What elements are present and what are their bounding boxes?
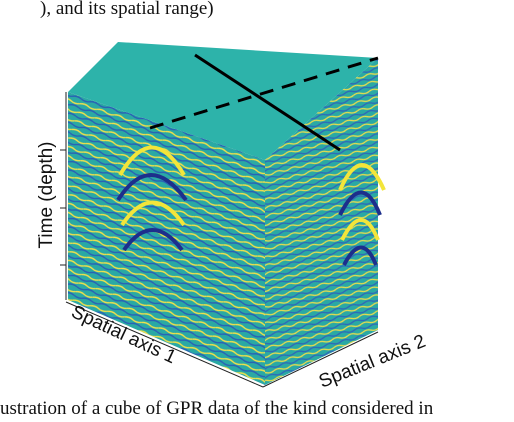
right-face bbox=[265, 58, 378, 385]
axis-lines bbox=[60, 92, 379, 388]
reflections bbox=[116, 145, 386, 266]
left-face bbox=[68, 92, 265, 385]
solid-line bbox=[194, 53, 341, 152]
time-axis-label: Time (depth) bbox=[36, 142, 57, 249]
caption-top: ), and its spatial range) bbox=[40, 0, 214, 19]
dashed-line bbox=[149, 56, 379, 130]
caption-bottom: ustration of a cube of GPR data of the k… bbox=[0, 398, 434, 419]
top-face bbox=[68, 42, 378, 160]
